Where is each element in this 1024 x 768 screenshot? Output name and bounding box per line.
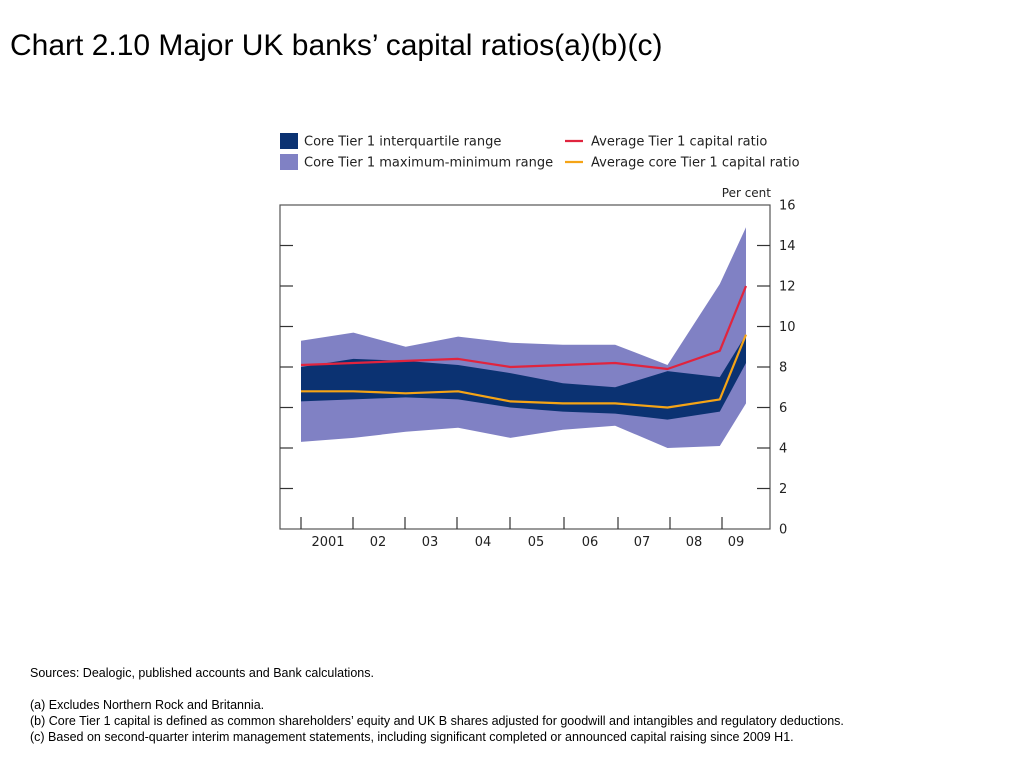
y-tick-label: 10: [779, 320, 796, 335]
average-core-tier1-line: [301, 334, 748, 409]
x-tick-label: 05: [528, 535, 545, 550]
y-tick-label: 2: [779, 482, 787, 497]
legend-label: Average core Tier 1 capital ratio: [591, 156, 800, 171]
legend-swatch: [280, 133, 298, 149]
x-tick-label: 08: [686, 535, 703, 550]
chart-legend: Core Tier 1 interquartile range Core Tier…: [280, 133, 800, 171]
x-tick-label: 2001: [311, 535, 344, 550]
x-tick-label: 02: [370, 535, 387, 550]
x-tick-label: 06: [582, 535, 599, 550]
range-bands: [301, 227, 746, 448]
page-title: Chart 2.10 Major UK banks’ capital ratio…: [10, 29, 663, 62]
y-tick-label: 4: [779, 442, 787, 457]
footnote-a: (a) Excludes Northern Rock and Britannia…: [30, 698, 265, 712]
y-tick-label: 16: [779, 199, 796, 214]
x-tick-label: 04: [475, 535, 492, 550]
series-lines: [300, 285, 748, 409]
y-tick-label: 0: [779, 523, 787, 538]
y-tick-label: 8: [779, 361, 787, 376]
x-tick-label: 07: [634, 535, 651, 550]
legend-label: Average Tier 1 capital ratio: [591, 135, 767, 150]
legend-item: Average core Tier 1 capital ratio: [565, 156, 800, 171]
y-tick-label: 6: [779, 401, 787, 416]
footnote-c: (c) Based on second-quarter interim mana…: [30, 730, 794, 744]
legend-label: Core Tier 1 maximum-minimum range: [304, 156, 553, 171]
legend-item: Average Tier 1 capital ratio: [565, 135, 767, 150]
y-tick-label: 12: [779, 280, 796, 295]
legend-swatch: [280, 154, 298, 170]
y-tick-label: 14: [779, 239, 796, 254]
interquartile-range-band: [301, 334, 746, 420]
sources-note: Sources: Dealogic, published accounts an…: [30, 666, 374, 680]
legend-item: Core Tier 1 interquartile range: [280, 133, 501, 150]
legend-item: Core Tier 1 maximum-minimum range: [280, 154, 553, 171]
x-tick-label: 09: [728, 535, 745, 550]
average-tier1-line: [300, 285, 748, 371]
legend-label: Core Tier 1 interquartile range: [304, 135, 501, 150]
chart-notes: Sources: Dealogic, published accounts an…: [30, 665, 1010, 745]
footnote-b: (b) Core Tier 1 capital is defined as co…: [30, 714, 844, 728]
x-tick-label: 03: [422, 535, 439, 550]
y-axis-unit-label: Per cent: [722, 186, 772, 200]
